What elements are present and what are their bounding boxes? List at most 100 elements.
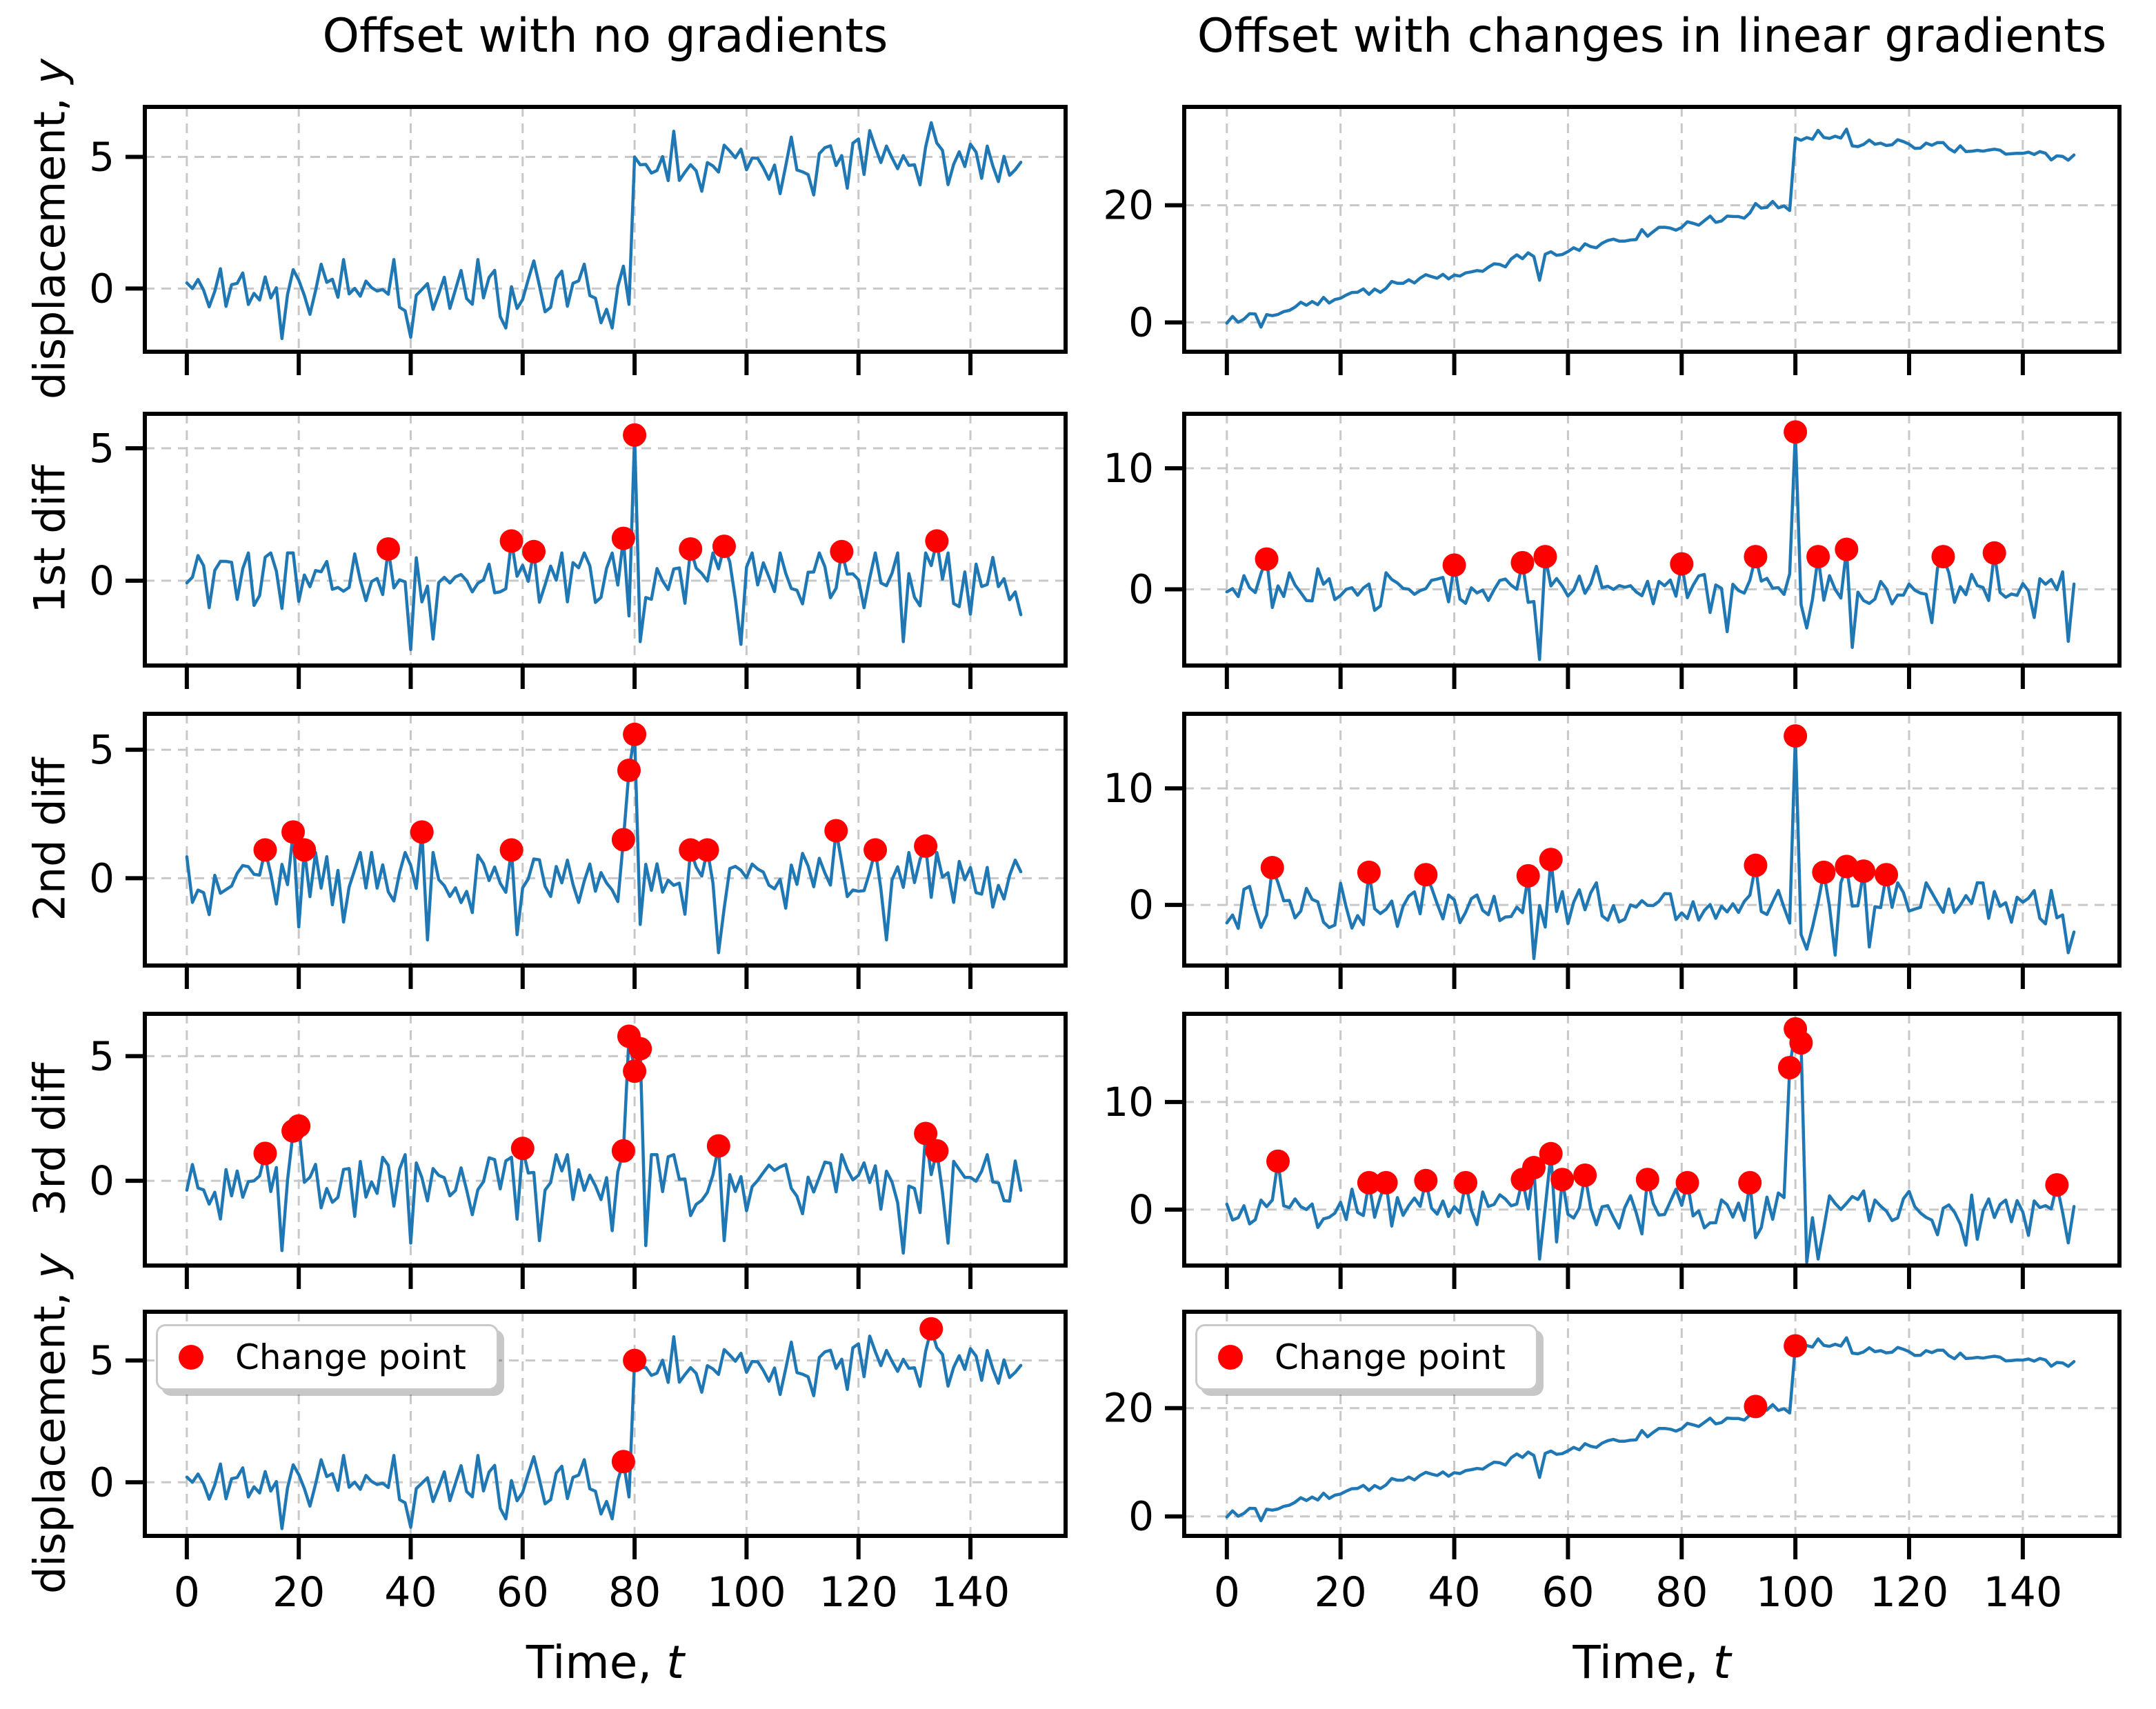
axis-spine bbox=[1182, 412, 2122, 668]
change-point-dot bbox=[611, 1450, 635, 1474]
x-tick-label: 20 bbox=[272, 1568, 325, 1617]
change-point-dot bbox=[914, 1121, 938, 1146]
y-tick-label: 20 bbox=[1103, 182, 1154, 229]
change-point-dot bbox=[1442, 553, 1466, 577]
change-point-dot bbox=[1539, 848, 1563, 872]
axis-spine bbox=[143, 105, 1068, 354]
axis-spine bbox=[143, 712, 1068, 968]
change-point-dot bbox=[611, 526, 635, 550]
axis-spine bbox=[1182, 712, 2122, 968]
change-point-dot bbox=[1573, 1163, 1597, 1187]
change-point-dot bbox=[1516, 863, 1540, 888]
change-point-dot bbox=[1374, 1170, 1398, 1195]
change-point-dot bbox=[1738, 1170, 1762, 1195]
x-tick-label: 100 bbox=[707, 1568, 786, 1617]
change-point-dot bbox=[712, 534, 736, 559]
x-axis-label-math: t bbox=[1713, 1636, 1731, 1689]
change-point-dot bbox=[623, 1348, 647, 1372]
axis-spine bbox=[1182, 1310, 2122, 1538]
panel-left-signal-bottom: 0 20 40 60 80 100 120 140 0 5 bbox=[89, 1310, 1068, 1617]
change-point-dot bbox=[1260, 856, 1284, 880]
y-axis-label-text: displacement, bbox=[24, 1278, 75, 1594]
change-point-dot bbox=[1875, 863, 1899, 887]
change-point-dot bbox=[1675, 1170, 1699, 1195]
legend-marker-icon bbox=[179, 1345, 203, 1370]
x-tick-label: 40 bbox=[1428, 1568, 1480, 1617]
change-point-dot bbox=[679, 838, 703, 862]
y-axis-label-row2: 1st diff bbox=[25, 465, 75, 613]
change-point-dot bbox=[1357, 1170, 1381, 1195]
legend-left: Change point bbox=[156, 1324, 499, 1390]
change-point-dot bbox=[287, 1114, 311, 1138]
x-tick-label: 80 bbox=[608, 1568, 661, 1617]
change-point-dot bbox=[510, 1137, 535, 1161]
change-point-dot bbox=[410, 820, 434, 844]
y-tick-label: 5 bbox=[89, 134, 114, 181]
change-point-dot bbox=[1510, 550, 1535, 574]
change-point-dot bbox=[1812, 860, 1836, 884]
change-point-dot bbox=[499, 838, 523, 862]
change-point-dot bbox=[1777, 1055, 1801, 1079]
change-point-dot bbox=[1806, 545, 1830, 569]
change-point-dot bbox=[292, 838, 317, 862]
y-tick-label: 0 bbox=[89, 854, 114, 901]
series-line bbox=[1225, 1336, 2076, 1523]
change-point-dot bbox=[1784, 420, 1808, 444]
y-tick-label: 5 bbox=[89, 1337, 114, 1384]
x-tick-label: 60 bbox=[1541, 1568, 1594, 1617]
panel-right-signal-top: 0 20 bbox=[1103, 105, 2122, 375]
y-axis-label-text: 1st diff bbox=[24, 465, 75, 614]
change-point-dot bbox=[1635, 1168, 1659, 1192]
change-point-dot bbox=[1255, 547, 1279, 571]
y-axis-label-text: displacement, bbox=[24, 83, 75, 399]
x-tick-label: 0 bbox=[174, 1568, 200, 1617]
legend-right: Change point bbox=[1195, 1324, 1538, 1390]
series-line bbox=[1225, 734, 2076, 961]
change-point-dot bbox=[864, 838, 888, 862]
change-point-dot bbox=[1744, 1395, 1768, 1419]
y-axis-label-text: 2nd diff bbox=[24, 757, 75, 921]
panel-right-diff1: 0 10 bbox=[1103, 412, 2122, 689]
x-tick-label: 20 bbox=[1315, 1568, 1367, 1617]
axis-spine bbox=[1182, 1012, 2122, 1268]
axis-spine bbox=[143, 1012, 1068, 1268]
x-tick-label: 0 bbox=[1214, 1568, 1240, 1617]
series-line bbox=[185, 732, 1023, 955]
change-point-dot bbox=[1744, 853, 1768, 877]
y-tick-label: 0 bbox=[1128, 566, 1154, 612]
change-point-dot bbox=[925, 529, 949, 553]
x-tick-label: 40 bbox=[384, 1568, 437, 1617]
change-point-dot bbox=[925, 1139, 949, 1163]
series-line bbox=[185, 1327, 1023, 1530]
axis-spine bbox=[1182, 105, 2122, 354]
change-point-dot bbox=[522, 539, 546, 563]
change-point-dot bbox=[1982, 541, 2006, 565]
series-line bbox=[185, 121, 1023, 341]
series-line bbox=[185, 1035, 1023, 1255]
x-tick-label: 100 bbox=[1756, 1568, 1835, 1617]
change-point-dot bbox=[623, 722, 647, 746]
legend-marker-icon bbox=[1218, 1345, 1243, 1370]
change-point-dot bbox=[2045, 1173, 2069, 1197]
y-axis-label-row4: 3rd diff bbox=[25, 1063, 75, 1216]
change-point-dot bbox=[1414, 863, 1438, 887]
y-tick-label: 10 bbox=[1103, 1079, 1154, 1126]
change-point-dot bbox=[1266, 1149, 1290, 1173]
y-axis-label-text: 3rd diff bbox=[24, 1062, 75, 1217]
legend-label: Change point bbox=[235, 1337, 466, 1377]
change-point-dot bbox=[1533, 545, 1557, 569]
y-tick-label: 0 bbox=[89, 557, 114, 604]
y-tick-label: 5 bbox=[89, 1032, 114, 1079]
y-tick-label: 10 bbox=[1103, 765, 1154, 812]
change-point-dot bbox=[617, 758, 641, 782]
y-tick-label: 0 bbox=[89, 1157, 114, 1204]
change-point-dot bbox=[1550, 1168, 1575, 1192]
y-tick-label: 10 bbox=[1103, 445, 1154, 492]
x-axis-label-text: Time, bbox=[526, 1636, 667, 1689]
change-point-dot bbox=[1784, 724, 1808, 748]
x-axis-label-right: Time, t bbox=[1184, 1636, 2119, 1689]
y-tick-label: 5 bbox=[89, 425, 114, 472]
